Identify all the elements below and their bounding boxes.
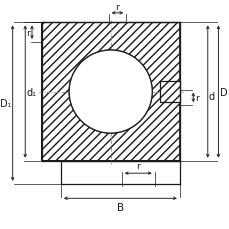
Text: r: r	[136, 162, 139, 171]
FancyBboxPatch shape	[160, 82, 179, 103]
Text: d: d	[208, 92, 214, 102]
Text: r: r	[26, 29, 30, 38]
Text: r: r	[194, 93, 198, 102]
Circle shape	[69, 51, 152, 134]
Text: r: r	[115, 3, 119, 12]
Text: D: D	[219, 87, 227, 97]
Text: D₁: D₁	[0, 99, 12, 109]
PathPatch shape	[41, 23, 179, 161]
Text: d₁: d₁	[26, 87, 36, 97]
Text: B: B	[116, 202, 123, 212]
